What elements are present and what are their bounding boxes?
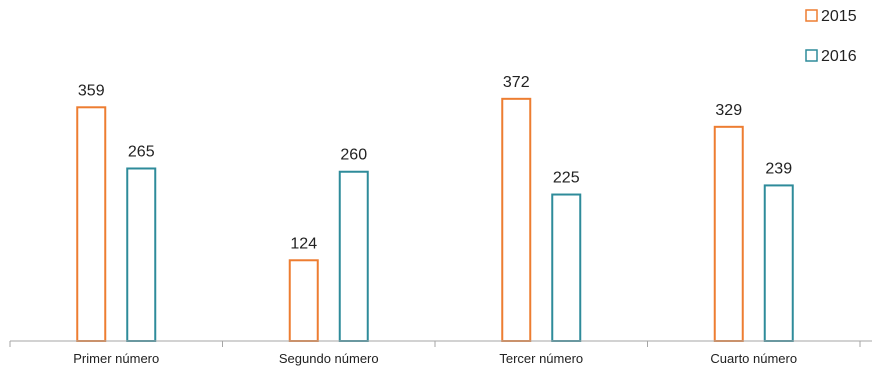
data-label-2016-tercer-numero: 225 (553, 170, 580, 187)
legend-label-2016: 2016 (821, 48, 857, 65)
bar-2016-tercer-numero (551, 193, 582, 342)
data-label-2016-primer-numero: 265 (128, 143, 155, 160)
bar-2015-tercer-numero (501, 97, 532, 342)
x-tick-label-primer-numero: Primer número (73, 351, 159, 366)
bar-2015-segundo-numero (288, 259, 319, 342)
x-tick-label-cuarto-numero: Cuarto número (710, 351, 797, 366)
data-label-2016-segundo-numero: 260 (340, 147, 367, 164)
legend: 2015 2016 (805, 8, 857, 65)
legend-swatch-2016 (805, 49, 818, 62)
bar-2016-primer-numero (126, 167, 157, 342)
data-label-2015-tercer-numero: 372 (503, 74, 530, 91)
data-label-2015-segundo-numero: 124 (290, 235, 317, 252)
x-tick-label-tercer-numero: Tercer número (499, 351, 583, 366)
legend-label-2015: 2015 (821, 8, 857, 25)
data-label-2015-cuarto-numero: 329 (715, 102, 742, 119)
bar-2016-segundo-numero (338, 170, 369, 342)
x-tick-label-segundo-numero: Segundo número (279, 351, 379, 366)
bar-2015-primer-numero (76, 106, 107, 342)
bar-2016-cuarto-numero (763, 184, 794, 342)
data-label-2015-primer-numero: 359 (78, 82, 105, 99)
data-labels: 359 265 124 260 372 225 329 239 (78, 74, 792, 252)
x-axis: Primer número Segundo número Tercer número… (9, 340, 872, 366)
legend-swatch-2015 (805, 9, 818, 22)
data-label-2016-cuarto-numero: 239 (765, 160, 792, 177)
bars (76, 97, 794, 342)
bar-2015-cuarto-numero (713, 125, 744, 342)
